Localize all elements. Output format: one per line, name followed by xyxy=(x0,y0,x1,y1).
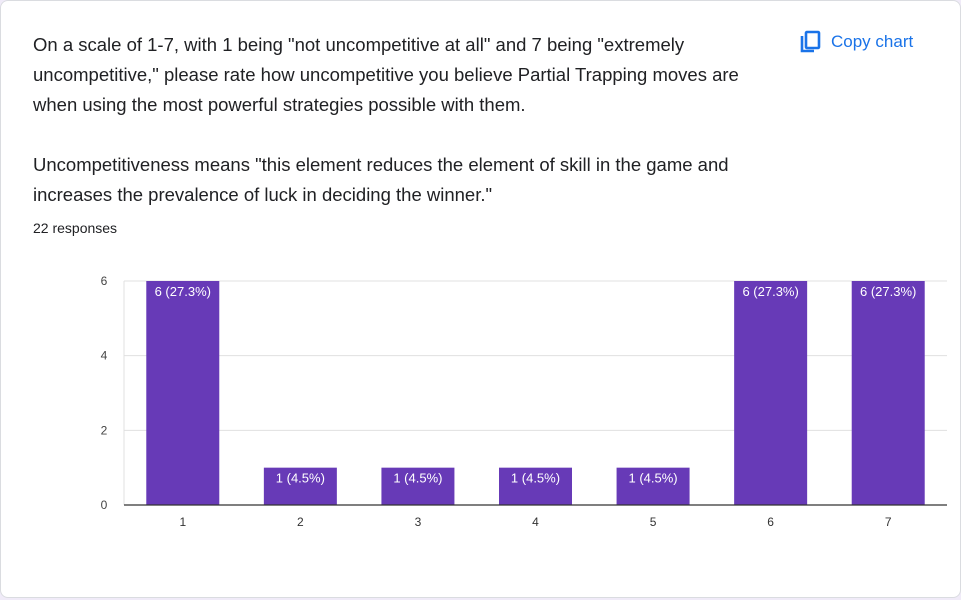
bar xyxy=(851,281,925,505)
x-tick-label: 6 xyxy=(767,515,774,529)
question-text: On a scale of 1-7, with 1 being "not unc… xyxy=(33,30,778,210)
data-label: 1 (4.5%) xyxy=(393,471,442,486)
copy-chart-label: Copy chart xyxy=(831,32,914,51)
x-tick-label: 1 xyxy=(179,515,186,529)
question-paragraph-1: On a scale of 1-7, with 1 being "not unc… xyxy=(33,34,739,115)
y-tick-label: 4 xyxy=(101,349,108,363)
bar xyxy=(381,467,455,505)
x-tick-label: 7 xyxy=(885,515,892,529)
y-tick-label: 6 xyxy=(101,274,108,288)
y-tick-label: 2 xyxy=(101,423,108,437)
question-paragraph-2: Uncompetitiveness means "this element re… xyxy=(33,154,729,205)
bar xyxy=(734,281,808,505)
data-label: 6 (27.3%) xyxy=(742,284,798,299)
x-tick-label: 2 xyxy=(297,515,304,529)
response-count: 22 responses xyxy=(33,220,118,236)
copy-icon xyxy=(799,30,821,54)
bar xyxy=(146,281,220,505)
data-label: 1 (4.5%) xyxy=(629,471,678,486)
y-tick-label: 0 xyxy=(101,498,108,512)
x-tick-label: 4 xyxy=(532,515,539,529)
x-tick-label: 5 xyxy=(650,515,657,529)
bar xyxy=(616,467,690,505)
data-label: 6 (27.3%) xyxy=(155,284,211,299)
data-label: 1 (4.5%) xyxy=(511,471,560,486)
copy-chart-button[interactable]: Copy chart xyxy=(795,27,917,57)
bar xyxy=(263,467,337,505)
data-label: 1 (4.5%) xyxy=(276,471,325,486)
data-label: 6 (27.3%) xyxy=(860,284,916,299)
bar xyxy=(499,467,572,505)
x-tick-label: 3 xyxy=(415,515,422,529)
